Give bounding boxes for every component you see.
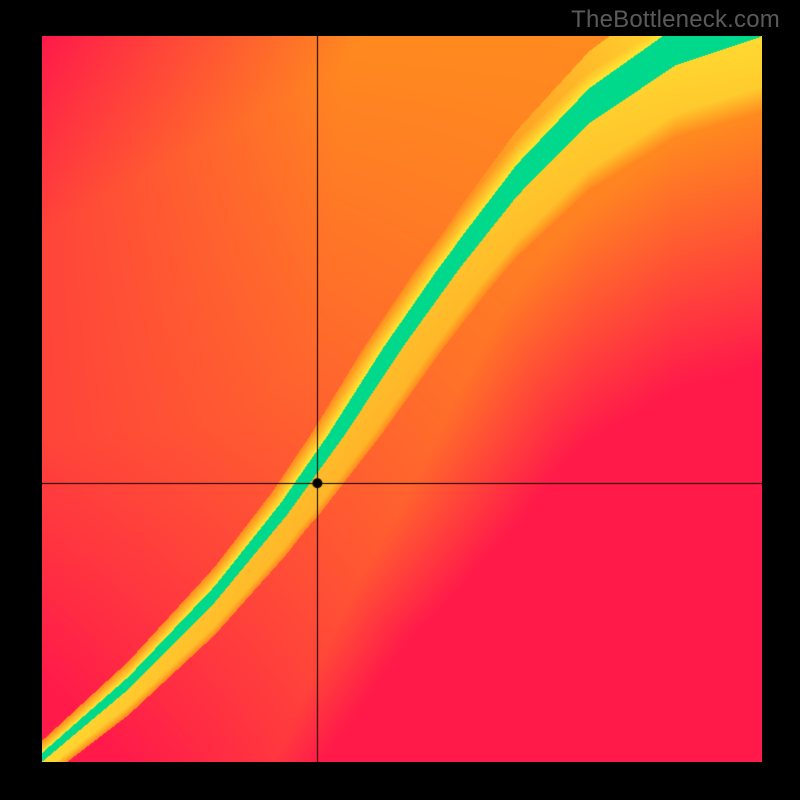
heatmap-canvas (42, 36, 762, 762)
watermark-text: TheBottleneck.com (571, 6, 780, 34)
chart-container: { "watermark": { "text": "TheBottleneck.… (0, 0, 800, 800)
